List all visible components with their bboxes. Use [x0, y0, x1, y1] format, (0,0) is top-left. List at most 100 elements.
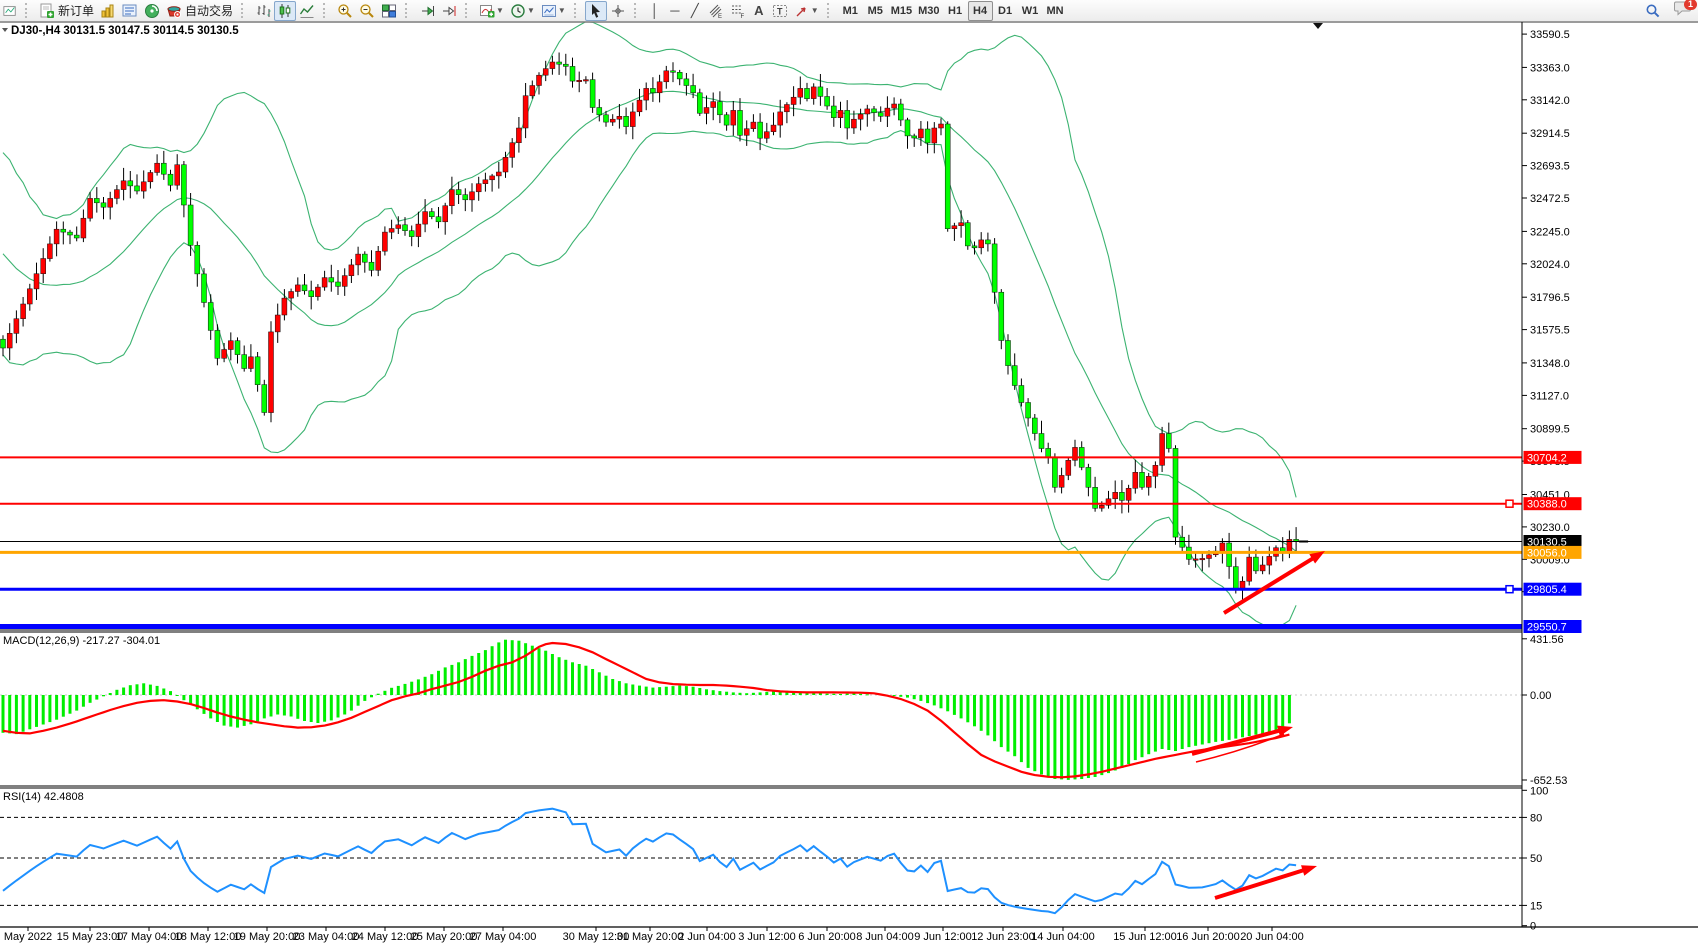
- rsi-label: RSI(14) 42.4808: [3, 791, 84, 803]
- svg-text:16 Jun 20:00: 16 Jun 20:00: [1176, 931, 1240, 943]
- svg-text:32914.5: 32914.5: [1530, 128, 1570, 140]
- text-label-icon[interactable]: T: [769, 1, 791, 21]
- toolbar-grip: [465, 3, 472, 18]
- horizontal-lines: [0, 456, 1522, 629]
- svg-text:431.56: 431.56: [1530, 634, 1564, 646]
- svg-text:31348.0: 31348.0: [1530, 358, 1570, 370]
- svg-text:31796.5: 31796.5: [1530, 292, 1570, 304]
- chevron-down-icon: ▼: [557, 6, 566, 15]
- svg-text:19 May 20:00: 19 May 20:00: [234, 931, 301, 943]
- svg-text:24 May 12:00: 24 May 12:00: [352, 931, 419, 943]
- svg-text:27 May 04:00: 27 May 04:00: [470, 931, 537, 943]
- toolbar-grip: [405, 3, 412, 18]
- charts-icon[interactable]: [97, 1, 119, 21]
- chart-shift-icon[interactable]: [438, 1, 460, 21]
- notification-badge: 1: [1683, 0, 1697, 10]
- svg-text:30056.0: 30056.0: [1527, 547, 1567, 559]
- svg-text:-652.53: -652.53: [1530, 775, 1567, 787]
- zoom-out-icon[interactable]: [356, 1, 378, 21]
- timeframe-w1[interactable]: W1: [1018, 1, 1043, 21]
- timeframe-m5[interactable]: M5: [863, 1, 888, 21]
- svg-text:30704.2: 30704.2: [1527, 452, 1567, 464]
- vertical-line-icon[interactable]: │: [645, 1, 665, 21]
- horizontal-line-icon[interactable]: ─: [665, 1, 685, 21]
- svg-text:12 Jun 23:00: 12 Jun 23:00: [971, 931, 1035, 943]
- toolbar-grip: [25, 3, 32, 18]
- tile-windows-icon[interactable]: [378, 1, 400, 21]
- svg-text:30230.0: 30230.0: [1530, 522, 1570, 534]
- new-order-label: 新订单: [58, 4, 95, 18]
- timeframe-mn[interactable]: MN: [1043, 1, 1068, 21]
- svg-text:18 May 12:00: 18 May 12:00: [175, 931, 242, 943]
- channel-icon[interactable]: E: [705, 1, 727, 21]
- panel-labels: DJ30-,H4 30131.5 30147.5 30114.5 30130.5…: [2, 25, 239, 803]
- frame: [0, 21, 1698, 928]
- svg-text:14 Jun 04:00: 14 Jun 04:00: [1031, 931, 1095, 943]
- timeframe-h1[interactable]: H1: [943, 1, 968, 21]
- svg-text:32245.0: 32245.0: [1530, 226, 1570, 238]
- new-order-button[interactable]: 新订单: [36, 1, 97, 21]
- svg-text:29805.4: 29805.4: [1527, 584, 1567, 596]
- indicators-icon[interactable]: ▼: [476, 1, 507, 21]
- chevron-down-icon: ▼: [810, 6, 819, 15]
- market-watch-icon[interactable]: [119, 1, 141, 21]
- toolbar-grip: [633, 3, 641, 18]
- svg-text:6 Jun 20:00: 6 Jun 20:00: [798, 931, 856, 943]
- trend-arrows: [1191, 551, 1325, 900]
- chart-window-icon[interactable]: [0, 1, 20, 21]
- chevron-down-icon: ▼: [496, 6, 504, 15]
- svg-text:17 May 04:00: 17 May 04:00: [116, 931, 183, 943]
- svg-text:29550.7: 29550.7: [1527, 622, 1567, 634]
- svg-text:23 May 04:00: 23 May 04:00: [293, 931, 360, 943]
- navigator-icon[interactable]: [141, 1, 163, 21]
- candlestick-chart-icon[interactable]: [274, 0, 297, 21]
- line-chart-icon[interactable]: [296, 1, 318, 21]
- arrows-icon[interactable]: ▼: [791, 1, 822, 21]
- toolbar-grip: [573, 3, 581, 18]
- auto-scroll-icon[interactable]: [416, 1, 438, 21]
- timeframe-m1[interactable]: M1: [838, 1, 863, 21]
- periods-icon[interactable]: ▼: [507, 1, 538, 21]
- candles: [0, 52, 1299, 603]
- toolbar-grip: [826, 3, 834, 18]
- svg-text:15: 15: [1530, 900, 1542, 912]
- fibonacci-icon[interactable]: F: [727, 1, 749, 21]
- timeframe-m15[interactable]: M15: [888, 1, 915, 21]
- autotrade-button[interactable]: 自动交易: [163, 1, 236, 21]
- toolbar-grip: [323, 3, 330, 18]
- timeframe-d1[interactable]: D1: [993, 1, 1018, 21]
- svg-text:50: 50: [1530, 853, 1542, 865]
- rsi-panel: [0, 807, 1522, 915]
- bollinger-bands: [2, 22, 1297, 627]
- toolbar-grip: [241, 3, 248, 18]
- notifications-icon[interactable]: 1: [1674, 0, 1697, 21]
- svg-text:32472.5: 32472.5: [1530, 193, 1570, 205]
- search-icon[interactable]: [1640, 0, 1666, 22]
- zoom-in-icon[interactable]: [334, 1, 356, 21]
- svg-text:E: E: [718, 14, 722, 19]
- text-icon[interactable]: A: [749, 1, 769, 21]
- svg-text:T: T: [777, 6, 783, 16]
- trendline-icon[interactable]: ╱: [685, 1, 705, 21]
- svg-text:33142.0: 33142.0: [1530, 95, 1570, 107]
- crosshair-icon[interactable]: [607, 1, 629, 21]
- svg-text:0.00: 0.00: [1530, 690, 1551, 702]
- timeframe-h4[interactable]: H4: [967, 0, 993, 21]
- svg-text:30 May 12:00: 30 May 12:00: [563, 931, 630, 943]
- svg-text:9 Jun 12:00: 9 Jun 12:00: [914, 931, 972, 943]
- svg-text:31575.5: 31575.5: [1530, 325, 1570, 337]
- price-axis[interactable]: 33590.5 33363.0 33142.0 32914.5 32693.5 32472…: [1505, 29, 1582, 933]
- svg-text:31127.0: 31127.0: [1530, 390, 1569, 402]
- svg-text:100: 100: [1530, 785, 1548, 797]
- templates-icon[interactable]: ▼: [538, 1, 569, 21]
- svg-text:32024.0: 32024.0: [1530, 259, 1570, 271]
- svg-text:30388.0: 30388.0: [1527, 499, 1567, 511]
- bar-chart-icon[interactable]: [252, 1, 274, 21]
- timeframe-m30[interactable]: M30: [915, 1, 942, 21]
- svg-text:15 Jun 12:00: 15 Jun 12:00: [1113, 931, 1177, 943]
- cursor-icon[interactable]: [584, 0, 607, 21]
- macd-label: MACD(12,26,9) -217.27 -304.01: [3, 635, 160, 647]
